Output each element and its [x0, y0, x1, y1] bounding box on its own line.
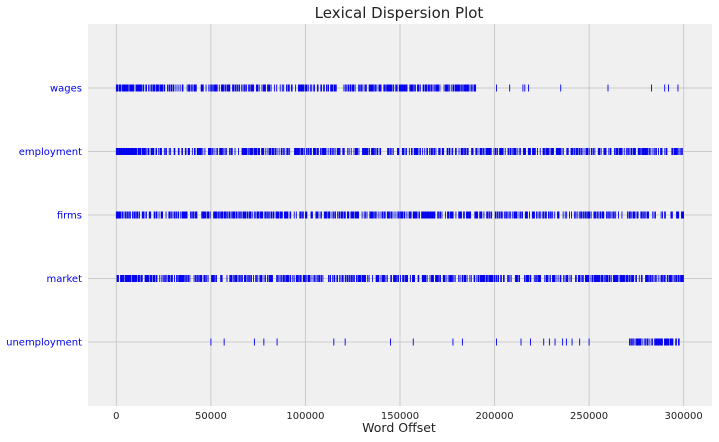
x-tick-label: 100000	[286, 411, 324, 422]
x-axis: 0 50000 100000 150000 200000 250000 300000	[113, 411, 703, 422]
chart-title: Lexical Dispersion Plot	[315, 4, 484, 22]
x-tick-label: 250000	[570, 411, 608, 422]
word-label-market: market	[47, 274, 83, 285]
series-wages	[115, 84, 679, 92]
word-label-employment: employment	[19, 147, 82, 158]
word-label-firms: firms	[57, 211, 82, 222]
x-tick-label: 0	[113, 411, 119, 422]
x-tick-label: 50000	[195, 411, 227, 422]
x-tick-label: 200000	[475, 411, 513, 422]
word-label-unemployment: unemployment	[6, 338, 82, 349]
x-axis-label: Word Offset	[362, 420, 436, 435]
series-unemployment	[210, 338, 680, 346]
x-tick-label: 300000	[665, 411, 703, 422]
dispersion-marks	[115, 84, 684, 346]
x-tick-label: 150000	[381, 411, 419, 422]
word-label-wages: wages	[50, 84, 82, 95]
series-employment	[115, 148, 683, 155]
word-labels: wages employment firms market unemployment	[6, 84, 82, 349]
series-firms	[115, 211, 684, 219]
series-market	[116, 275, 684, 282]
